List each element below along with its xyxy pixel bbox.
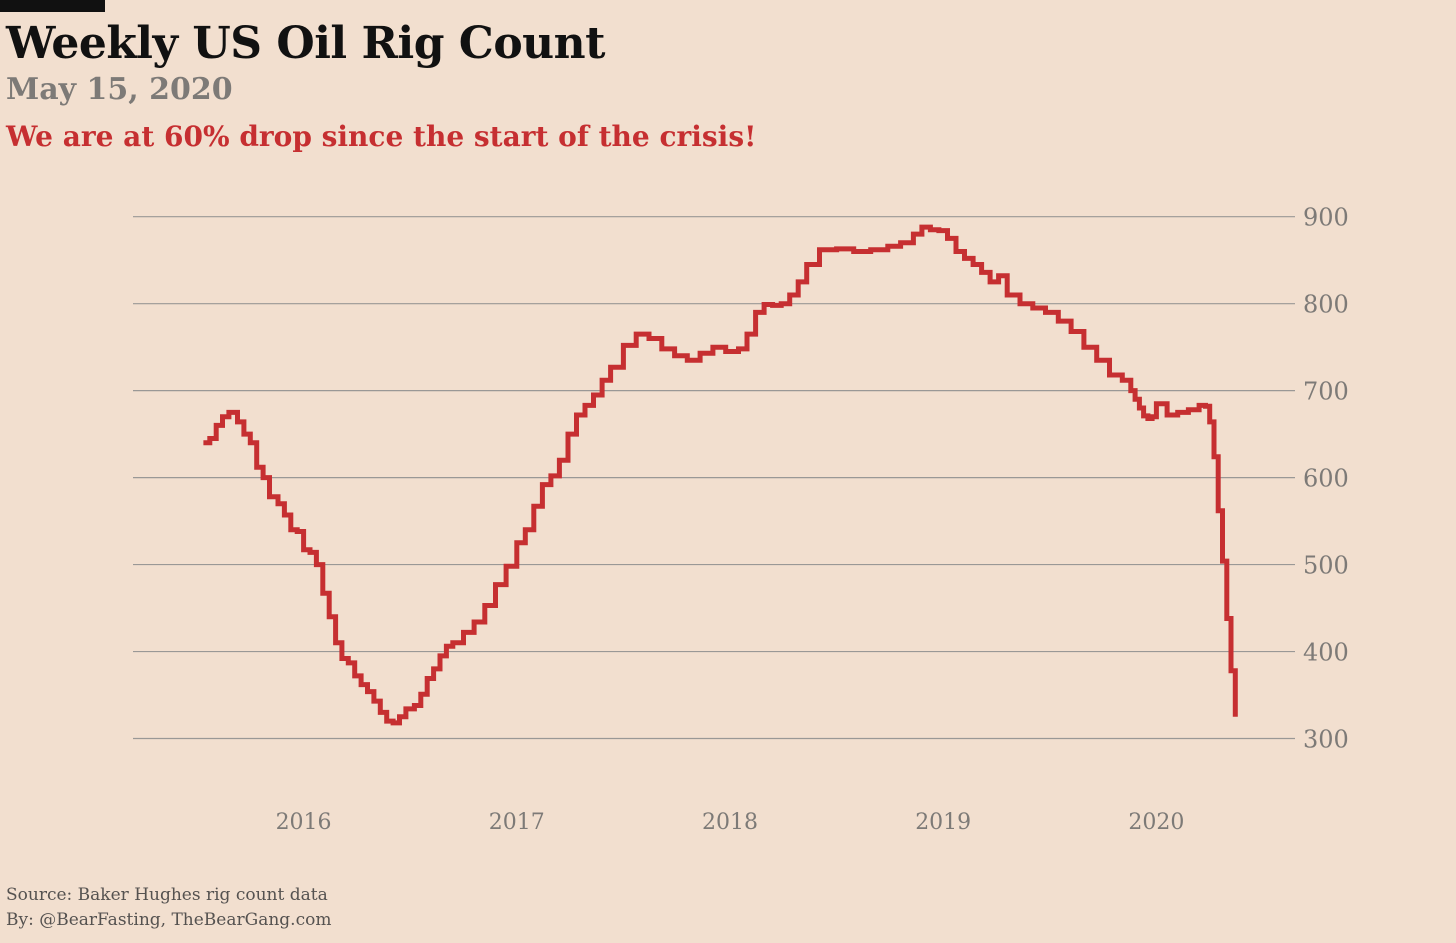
date-label: May 15, 2020 bbox=[6, 72, 233, 107]
x-tick-label: 2016 bbox=[276, 810, 332, 835]
y-tick-label: 400 bbox=[1303, 639, 1349, 667]
series-line-0 bbox=[203, 224, 1238, 726]
source-note: Source: Baker Hughes rig count data bbox=[6, 885, 328, 905]
y-tick-label: 900 bbox=[1303, 204, 1349, 232]
y-tick-label: 300 bbox=[1303, 726, 1349, 754]
page-title: Weekly US Oil Rig Count bbox=[6, 18, 605, 69]
brand-bar bbox=[0, 0, 105, 12]
y-tick-label: 700 bbox=[1303, 378, 1349, 406]
x-tick-label: 2019 bbox=[915, 810, 971, 835]
series-group bbox=[203, 224, 1238, 726]
x-tick-label: 2020 bbox=[1128, 810, 1184, 835]
x-tick-label: 2018 bbox=[702, 810, 758, 835]
x-tick-label: 2017 bbox=[489, 810, 545, 835]
subtitle: We are at 60% drop since the start of th… bbox=[6, 120, 757, 153]
y-axis-ticks: 300 400 500 600 700 800 900 bbox=[1303, 204, 1349, 754]
grid-lines bbox=[133, 216, 1295, 740]
y-tick-label: 600 bbox=[1303, 465, 1349, 493]
y-tick-label: 500 bbox=[1303, 552, 1349, 580]
credit-note: By: @BearFasting, TheBearGang.com bbox=[6, 910, 332, 930]
y-tick-label: 800 bbox=[1303, 291, 1349, 319]
x-axis-ticks: 2016 2017 2018 2019 2020 bbox=[276, 810, 1185, 835]
